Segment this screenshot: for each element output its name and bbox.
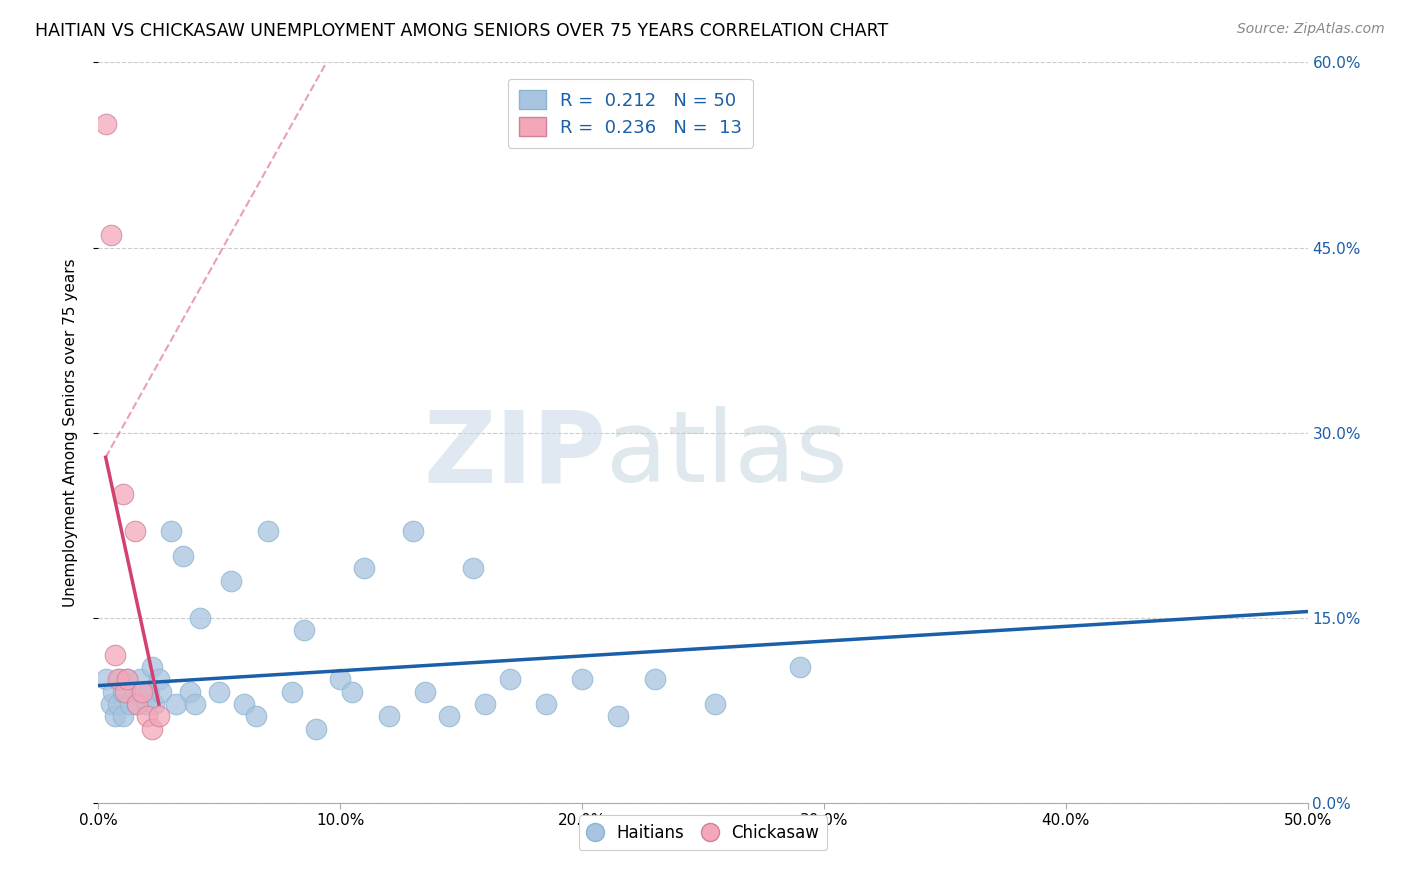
Point	[107, 673, 129, 687]
Point	[221, 574, 243, 588]
Point	[353, 561, 375, 575]
Point	[607, 709, 630, 723]
Point	[111, 487, 134, 501]
Point	[342, 685, 364, 699]
Point	[107, 697, 129, 711]
Point	[128, 673, 150, 687]
Point	[172, 549, 194, 563]
Point	[111, 685, 134, 699]
Point	[789, 660, 811, 674]
Point	[131, 685, 153, 699]
Point	[111, 709, 134, 723]
Text: atlas: atlas	[606, 407, 848, 503]
Point	[127, 697, 149, 711]
Point	[141, 660, 163, 674]
Legend: Haitians, Chickasaw: Haitians, Chickasaw	[578, 815, 828, 850]
Point	[124, 685, 146, 699]
Point	[100, 697, 122, 711]
Point	[100, 228, 122, 243]
Point	[184, 697, 207, 711]
Point	[281, 685, 304, 699]
Point	[534, 697, 557, 711]
Point	[463, 561, 485, 575]
Point	[127, 697, 149, 711]
Point	[143, 697, 166, 711]
Point	[114, 685, 136, 699]
Point	[160, 524, 183, 539]
Point	[474, 697, 496, 711]
Point	[498, 673, 520, 687]
Point	[571, 673, 593, 687]
Point	[704, 697, 727, 711]
Point	[94, 117, 117, 131]
Point	[108, 673, 131, 687]
Point	[245, 709, 267, 723]
Text: Source: ZipAtlas.com: Source: ZipAtlas.com	[1237, 22, 1385, 37]
Point	[179, 685, 201, 699]
Y-axis label: Unemployment Among Seniors over 75 years: Unemployment Among Seniors over 75 years	[63, 259, 77, 607]
Point	[141, 722, 163, 736]
Point	[117, 673, 139, 687]
Point	[138, 685, 160, 699]
Point	[135, 709, 157, 723]
Point	[104, 648, 127, 662]
Point	[104, 709, 127, 723]
Point	[329, 673, 352, 687]
Text: ZIP: ZIP	[423, 407, 606, 503]
Point	[118, 697, 141, 711]
Point	[188, 610, 211, 624]
Point	[131, 685, 153, 699]
Point	[117, 673, 139, 687]
Point	[377, 709, 399, 723]
Text: HAITIAN VS CHICKASAW UNEMPLOYMENT AMONG SENIORS OVER 75 YEARS CORRELATION CHART: HAITIAN VS CHICKASAW UNEMPLOYMENT AMONG …	[35, 22, 889, 40]
Point	[256, 524, 278, 539]
Point	[94, 673, 117, 687]
Point	[305, 722, 328, 736]
Point	[413, 685, 436, 699]
Point	[148, 709, 170, 723]
Point	[135, 697, 157, 711]
Point	[292, 623, 315, 637]
Point	[165, 697, 187, 711]
Point	[437, 709, 460, 723]
Point	[101, 685, 124, 699]
Point	[232, 697, 254, 711]
Point	[402, 524, 425, 539]
Point	[208, 685, 231, 699]
Point	[644, 673, 666, 687]
Point	[148, 673, 170, 687]
Point	[124, 524, 146, 539]
Point	[150, 685, 173, 699]
